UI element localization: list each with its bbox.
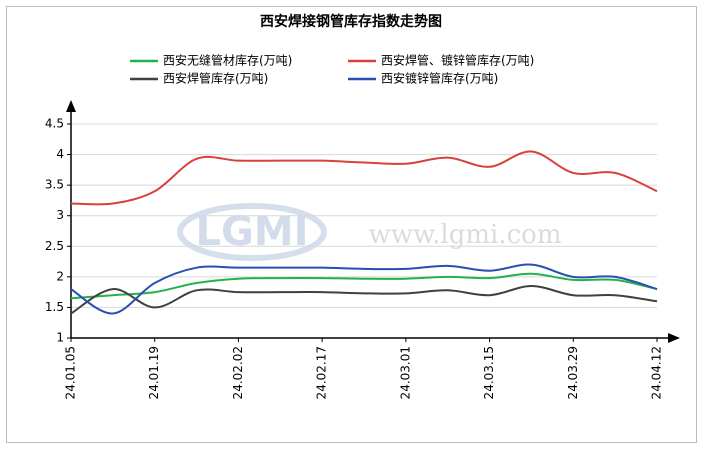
y-axis-arrow <box>66 100 76 112</box>
series-line <box>70 272 658 300</box>
series-line <box>70 285 658 315</box>
y-tick-label: 1.5 <box>45 300 64 314</box>
x-tick-label: 24.04.12 <box>650 346 664 399</box>
legend-label: 西安焊管库存(万吨) <box>163 71 268 86</box>
watermark-ring <box>177 203 327 261</box>
legend-label: 西安焊管、镀锌管库存(万吨) <box>381 53 534 68</box>
y-tick-label: 4.5 <box>45 117 64 131</box>
y-tick-label: 2.5 <box>45 239 64 253</box>
chart-frame <box>6 6 697 443</box>
x-tick-label: 24.03.15 <box>482 346 496 399</box>
y-tick-label: 3.5 <box>45 178 64 192</box>
x-axis-arrow <box>668 333 680 343</box>
series-line <box>70 150 658 206</box>
y-tick-label: 3 <box>56 208 64 222</box>
x-tick-label: 24.01.19 <box>147 346 161 399</box>
x-tick-label: 24.01.05 <box>64 346 78 399</box>
legend-label: 西安镀锌管库存(万吨) <box>381 71 498 86</box>
y-tick-label: 4 <box>56 147 64 161</box>
x-tick-label: 24.03.01 <box>398 346 412 399</box>
y-tick-label: 1 <box>56 331 64 345</box>
x-tick-label: 24.02.17 <box>315 346 329 399</box>
watermark: LGMI www.lgmi.com <box>177 203 562 261</box>
x-tick-label: 24.02.02 <box>231 346 245 399</box>
chart-title: 西安焊接钢管库存指数走势图 <box>260 13 442 30</box>
legend-label: 西安无缝管材库存(万吨) <box>163 53 292 68</box>
watermark-url: www.lgmi.com <box>368 220 561 250</box>
x-tick-label: 24.03.29 <box>566 346 580 399</box>
series-line <box>70 263 658 315</box>
y-tick-label: 2 <box>56 269 64 283</box>
watermark-logo: LGMI <box>195 209 308 255</box>
